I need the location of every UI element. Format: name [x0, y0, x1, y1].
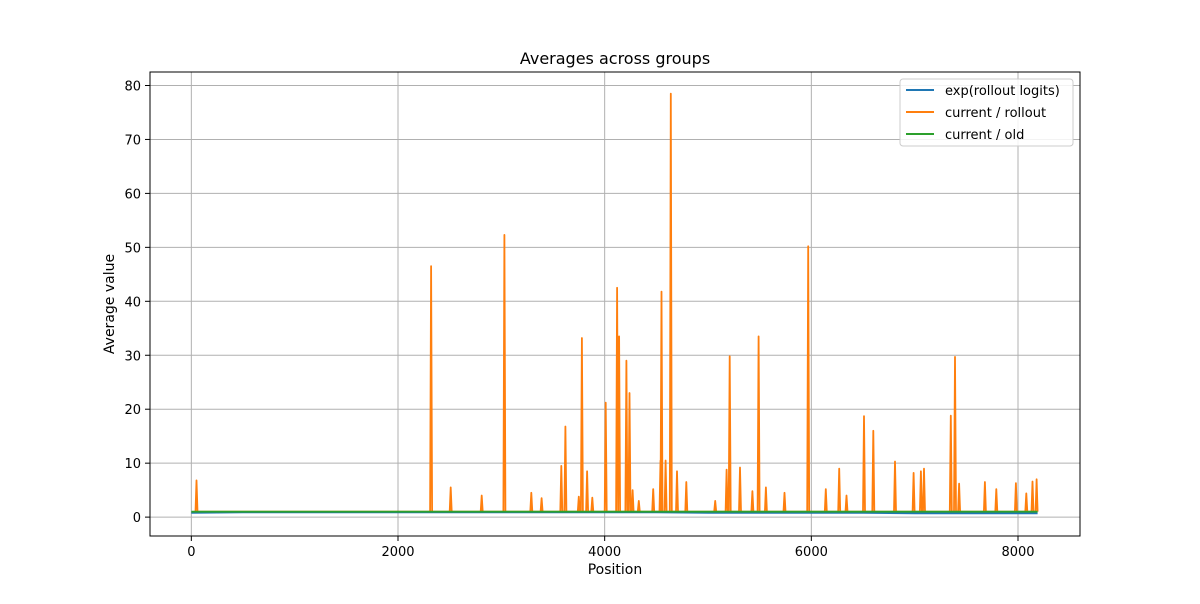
y-tick-label: 30 — [124, 349, 141, 364]
y-tick-label: 20 — [124, 403, 141, 418]
x-tick-label: 6000 — [795, 545, 828, 560]
x-tick-label: 0 — [187, 545, 195, 560]
y-tick-label: 60 — [124, 187, 141, 202]
legend: exp(rollout logits) current / rollout curr… — [899, 78, 1074, 147]
x-tick-label: 8000 — [1001, 545, 1034, 560]
legend-box — [899, 78, 1074, 147]
grid-lines — [150, 72, 1080, 536]
y-axis-label: Average value — [102, 254, 118, 354]
y-tick-label: 10 — [124, 457, 141, 472]
legend-label-current-rollout: current / rollout — [945, 106, 1046, 121]
y-tick-label: 80 — [124, 79, 141, 94]
axis-ticks: 0 2000 4000 6000 8000 0 10 20 30 40 50 60 70 80 — [124, 79, 1034, 560]
plot-frame — [149, 71, 1081, 537]
chart-title: Averages across groups — [520, 49, 710, 68]
x-tick-label: 4000 — [588, 545, 621, 560]
x-axis-label: Position — [588, 562, 643, 578]
legend-label-exp-rollout-logits: exp(rollout logits) — [945, 84, 1060, 99]
y-tick-label: 70 — [124, 133, 141, 148]
legend-label-current-old: current / old — [945, 128, 1024, 143]
x-tick-label: 2000 — [381, 545, 414, 560]
y-tick-label: 40 — [124, 295, 141, 310]
y-tick-label: 50 — [124, 241, 141, 256]
series-lines — [191, 92, 1039, 515]
y-tick-label: 0 — [133, 511, 141, 526]
